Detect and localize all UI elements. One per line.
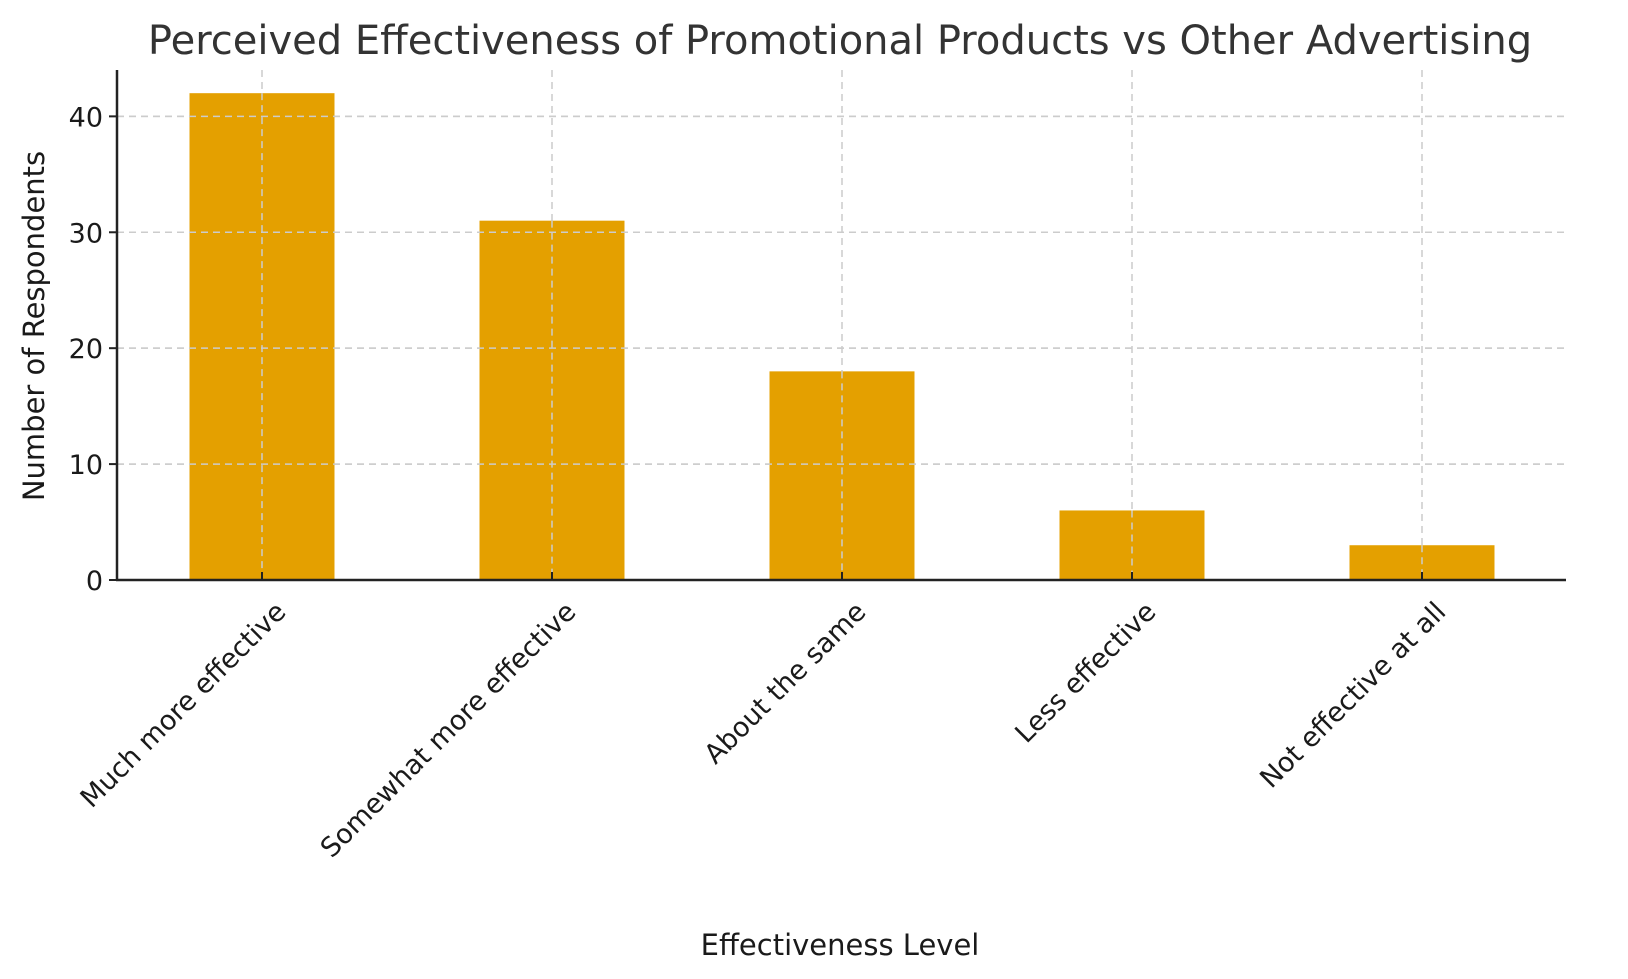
x-tick-label: Not effective at all <box>1254 596 1452 794</box>
x-axis-label: Effectiveness Level <box>701 928 980 962</box>
x-tick-label: Much more effective <box>75 596 293 814</box>
x-tick-label: Somewhat more effective <box>315 596 583 864</box>
y-tick-label: 0 <box>86 566 103 597</box>
axes-layer <box>109 70 1566 582</box>
y-tick-label: 20 <box>69 334 103 365</box>
x-tick-label: Less effective <box>1009 596 1162 749</box>
bar <box>1059 510 1205 580</box>
bars-layer <box>117 93 1566 580</box>
x-tick-label: About the same <box>698 596 872 770</box>
chart-title: Perceived Effectiveness of Promotional P… <box>148 18 1532 64</box>
bar <box>769 371 915 580</box>
y-tick-label: 40 <box>69 102 103 133</box>
bar <box>479 220 625 580</box>
y-axis-label: Number of Respondents <box>17 151 51 501</box>
y-tick-label: 10 <box>69 450 103 481</box>
y-tick-label: 30 <box>69 218 103 249</box>
